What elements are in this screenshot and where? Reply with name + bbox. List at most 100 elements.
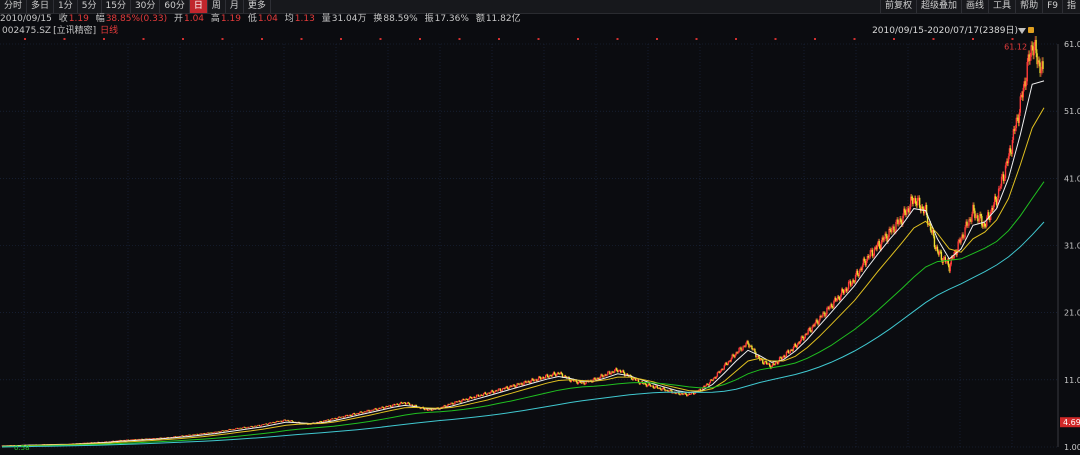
- candle-body: [204, 433, 206, 435]
- candle-body: [656, 385, 658, 389]
- candle-body: [786, 350, 789, 352]
- candle-body: [887, 236, 889, 242]
- candle-body: [846, 288, 849, 292]
- candle-body: [884, 233, 886, 239]
- candle-body: [655, 385, 657, 387]
- candle-body: [829, 306, 831, 310]
- candle-body: [848, 281, 851, 282]
- candle-body: [974, 210, 976, 219]
- period-tab-3[interactable]: 5分: [78, 0, 102, 13]
- period-tab-10[interactable]: 更多: [244, 0, 271, 13]
- date-range-label[interactable]: 2010/09/15-2020/07/17(2389日): [872, 26, 1018, 36]
- toolbar-menu-item-0[interactable]: 前复权: [880, 0, 916, 13]
- candle-body: [1020, 94, 1023, 97]
- period-tab-0[interactable]: 分时: [0, 0, 28, 13]
- candle-body: [926, 215, 929, 225]
- period-tag[interactable]: 日线: [100, 26, 119, 36]
- candle-body: [200, 433, 203, 435]
- lock-icon[interactable]: [1028, 27, 1034, 33]
- candle-body: [1015, 117, 1018, 129]
- toolbar-menu-item-1[interactable]: 超级叠加: [916, 0, 961, 13]
- toolbar-menu-item-5[interactable]: F9: [1042, 0, 1062, 13]
- candle-body: [939, 251, 942, 253]
- candle-body: [551, 374, 554, 377]
- candle-body: [132, 439, 134, 441]
- candle-body: [676, 392, 678, 394]
- candle-body: [943, 257, 946, 258]
- candle-body: [358, 412, 360, 414]
- amount-label: 额: [475, 14, 485, 24]
- candle-body: [800, 336, 802, 341]
- candle-body: [668, 391, 670, 392]
- candle-body: [489, 392, 492, 394]
- period-tab-7[interactable]: 日: [189, 0, 208, 13]
- candle-body: [218, 431, 220, 433]
- candle-body: [619, 370, 622, 373]
- candle-body: [664, 389, 666, 391]
- candle-body: [632, 377, 635, 380]
- period-tab-8[interactable]: 周: [208, 0, 226, 13]
- candle-body: [1000, 176, 1003, 187]
- candle-body: [252, 426, 255, 428]
- candle-body: [791, 350, 794, 351]
- candle-body: [717, 371, 720, 373]
- candle-body: [139, 439, 141, 440]
- candle-body: [879, 246, 881, 250]
- candle-body: [506, 386, 508, 389]
- candle-body: [731, 354, 733, 359]
- toolbar-menu-item-2[interactable]: 画线: [961, 0, 988, 13]
- candle-body: [98, 441, 100, 443]
- candle-body: [623, 372, 626, 376]
- candle-body: [923, 208, 926, 214]
- candle-body: [543, 377, 545, 379]
- candlestick-chart[interactable]: 1.00 11.00 21.00 31.00 41.00 51.00 61.00 61.12 0…: [0, 36, 1080, 455]
- candle-body: [651, 385, 653, 387]
- candle-body: [391, 406, 393, 408]
- period-tab-1[interactable]: 多日: [27, 0, 55, 13]
- candle-body: [490, 390, 493, 393]
- candle-body: [843, 290, 846, 294]
- candle-body: [539, 376, 541, 378]
- period-tab-2[interactable]: 1分: [54, 0, 78, 13]
- candle-body: [544, 378, 546, 379]
- candle-body: [989, 217, 991, 221]
- toolbar-menu-item-6[interactable]: 指: [1061, 0, 1080, 13]
- toolbar-menu-item-4[interactable]: 帮助: [1015, 0, 1042, 13]
- toolbar-menu-item-3[interactable]: 工具: [988, 0, 1015, 13]
- candle-body: [978, 220, 980, 222]
- candle-body: [292, 421, 294, 423]
- ma-line-4: [1, 221, 1045, 448]
- max-price-label: 61.12: [1004, 43, 1027, 52]
- range-dropdown-icon[interactable]: [1018, 28, 1026, 34]
- candle-body: [179, 436, 182, 437]
- candle-body: [172, 436, 175, 438]
- period-tab-4[interactable]: 15分: [102, 0, 131, 13]
- candle-body: [519, 383, 521, 385]
- candle-body: [778, 357, 781, 362]
- candle-body: [542, 377, 544, 379]
- candle-body: [678, 391, 680, 395]
- candle-body: [842, 289, 844, 292]
- candle-body: [751, 345, 753, 350]
- candle-body: [498, 388, 501, 390]
- candle-body: [243, 426, 245, 428]
- candle-body: [392, 404, 394, 407]
- candle-body: [629, 375, 632, 376]
- candle-body: [217, 431, 219, 433]
- candle-body: [996, 198, 999, 206]
- candle-body: [214, 431, 216, 433]
- period-tab-6[interactable]: 60分: [160, 0, 190, 13]
- candle-body: [610, 373, 612, 375]
- candle-body: [606, 374, 608, 376]
- candle-body: [653, 387, 655, 389]
- candle-body: [553, 372, 556, 375]
- candle-body: [415, 405, 418, 408]
- candle-body: [125, 439, 128, 441]
- period-tab-9[interactable]: 月: [226, 0, 244, 13]
- candle-body: [411, 404, 414, 407]
- candle-body: [960, 238, 962, 243]
- candle-body: [515, 386, 517, 388]
- candle-body: [537, 379, 539, 381]
- candle-body: [578, 380, 580, 383]
- period-tab-5[interactable]: 30分: [131, 0, 161, 13]
